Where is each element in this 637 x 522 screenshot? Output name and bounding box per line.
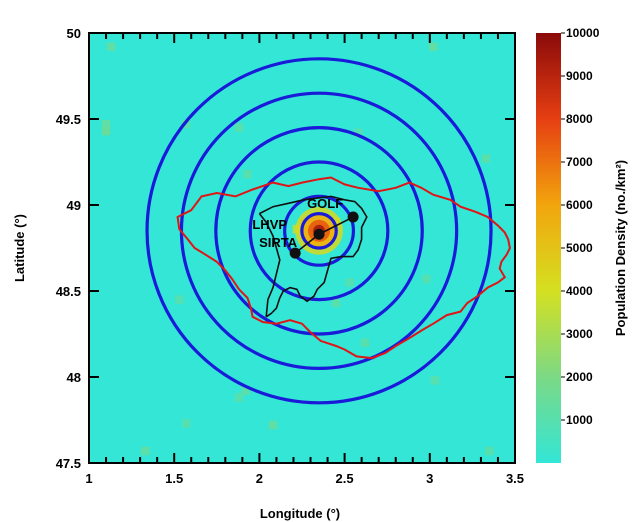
colorbar-scale bbox=[536, 33, 561, 463]
y-tick-label: 48.5 bbox=[56, 284, 81, 299]
heatmap-cell bbox=[101, 126, 111, 136]
heatmap-cell bbox=[353, 128, 363, 138]
site-marker bbox=[289, 247, 301, 259]
heatmap-cell bbox=[360, 338, 370, 347]
region-outline-black bbox=[259, 195, 368, 318]
heatmap-cell bbox=[345, 278, 354, 287]
axes: 1 1.5 2 2.5 3 3.5 47.5 48 48.5 49 49.5 50 bbox=[56, 26, 524, 486]
y-tick-label: 48 bbox=[67, 370, 81, 385]
site-marker bbox=[347, 211, 359, 223]
colorbar-tick-label: 5000 bbox=[566, 241, 593, 255]
plot-frame bbox=[88, 32, 516, 464]
heatmap-cell bbox=[241, 386, 251, 396]
distance-circle bbox=[145, 57, 493, 405]
heatmap-cell bbox=[234, 123, 244, 132]
x-tick-label: 3.5 bbox=[506, 471, 524, 486]
colorbar-label: Population Density (no./km²) bbox=[613, 160, 628, 336]
heatmap-cell bbox=[422, 274, 431, 284]
site-marker bbox=[313, 228, 325, 240]
colorbar-tick-label: 8000 bbox=[566, 112, 593, 126]
heatmap-cell bbox=[181, 419, 191, 428]
site-label: SIRTA bbox=[259, 235, 298, 250]
heatmap-cell bbox=[175, 295, 184, 304]
y-tick-label: 47.5 bbox=[56, 456, 81, 471]
y-tick-label: 50 bbox=[67, 26, 81, 41]
colorbar-tick-label: 1000 bbox=[566, 413, 593, 427]
region-outline-black-west bbox=[258, 213, 281, 317]
distance-circle bbox=[248, 160, 390, 302]
colorbar-tick-label: 10000 bbox=[566, 26, 600, 40]
heatmap-cell bbox=[268, 420, 278, 430]
heatmap-cell bbox=[140, 446, 150, 456]
x-tick-label: 1.5 bbox=[165, 471, 183, 486]
heatmap-cell bbox=[106, 42, 116, 52]
colorbar: 1000 2000 3000 4000 5000 6000 7000 8000 9000 1000… bbox=[536, 26, 628, 463]
x-tick-label: 3 bbox=[426, 471, 433, 486]
colorbar-ticks: 1000 2000 3000 4000 5000 6000 7000 8000 9000 1000… bbox=[561, 26, 600, 427]
site-label: GOLF bbox=[307, 196, 343, 211]
x-tick-label: 1 bbox=[85, 471, 92, 486]
heatmap-cell bbox=[181, 119, 191, 129]
colorbar-tick-label: 6000 bbox=[566, 198, 593, 212]
heatmap-cell bbox=[234, 393, 244, 402]
heatmap-cell bbox=[481, 154, 491, 163]
x-tick-label: 2 bbox=[256, 471, 263, 486]
y-tick-label: 49 bbox=[67, 198, 81, 213]
region-outline-red bbox=[176, 176, 511, 360]
site-line bbox=[318, 216, 354, 235]
colorbar-tick-label: 2000 bbox=[566, 370, 593, 384]
heatmap-cell bbox=[485, 446, 494, 456]
distance-circle bbox=[214, 126, 424, 336]
site-label: LHVP bbox=[252, 217, 287, 232]
distance-circle bbox=[300, 212, 338, 250]
colorbar-tick-label: 7000 bbox=[566, 155, 593, 169]
heatmap-cell bbox=[430, 376, 440, 385]
colorbar-tick-label: 9000 bbox=[566, 69, 593, 83]
heatmap-cell bbox=[101, 119, 111, 129]
x-axis-label: Longitude (°) bbox=[260, 506, 340, 521]
y-axis-label: Latitude (°) bbox=[12, 214, 27, 282]
x-tick-label: 2.5 bbox=[336, 471, 354, 486]
heatmap-cell bbox=[428, 42, 438, 52]
heatmap-cell bbox=[243, 169, 252, 179]
heatmap-cell bbox=[331, 298, 341, 308]
measurement-sites: GOLF LHVP SIRTA bbox=[252, 196, 359, 259]
colorbar-tick-label: 3000 bbox=[566, 327, 593, 341]
distance-circle bbox=[283, 194, 356, 267]
plot-area: GOLF LHVP SIRTA bbox=[89, 33, 515, 463]
colorbar-tick-label: 4000 bbox=[566, 284, 593, 298]
y-tick-label: 49.5 bbox=[56, 112, 81, 127]
